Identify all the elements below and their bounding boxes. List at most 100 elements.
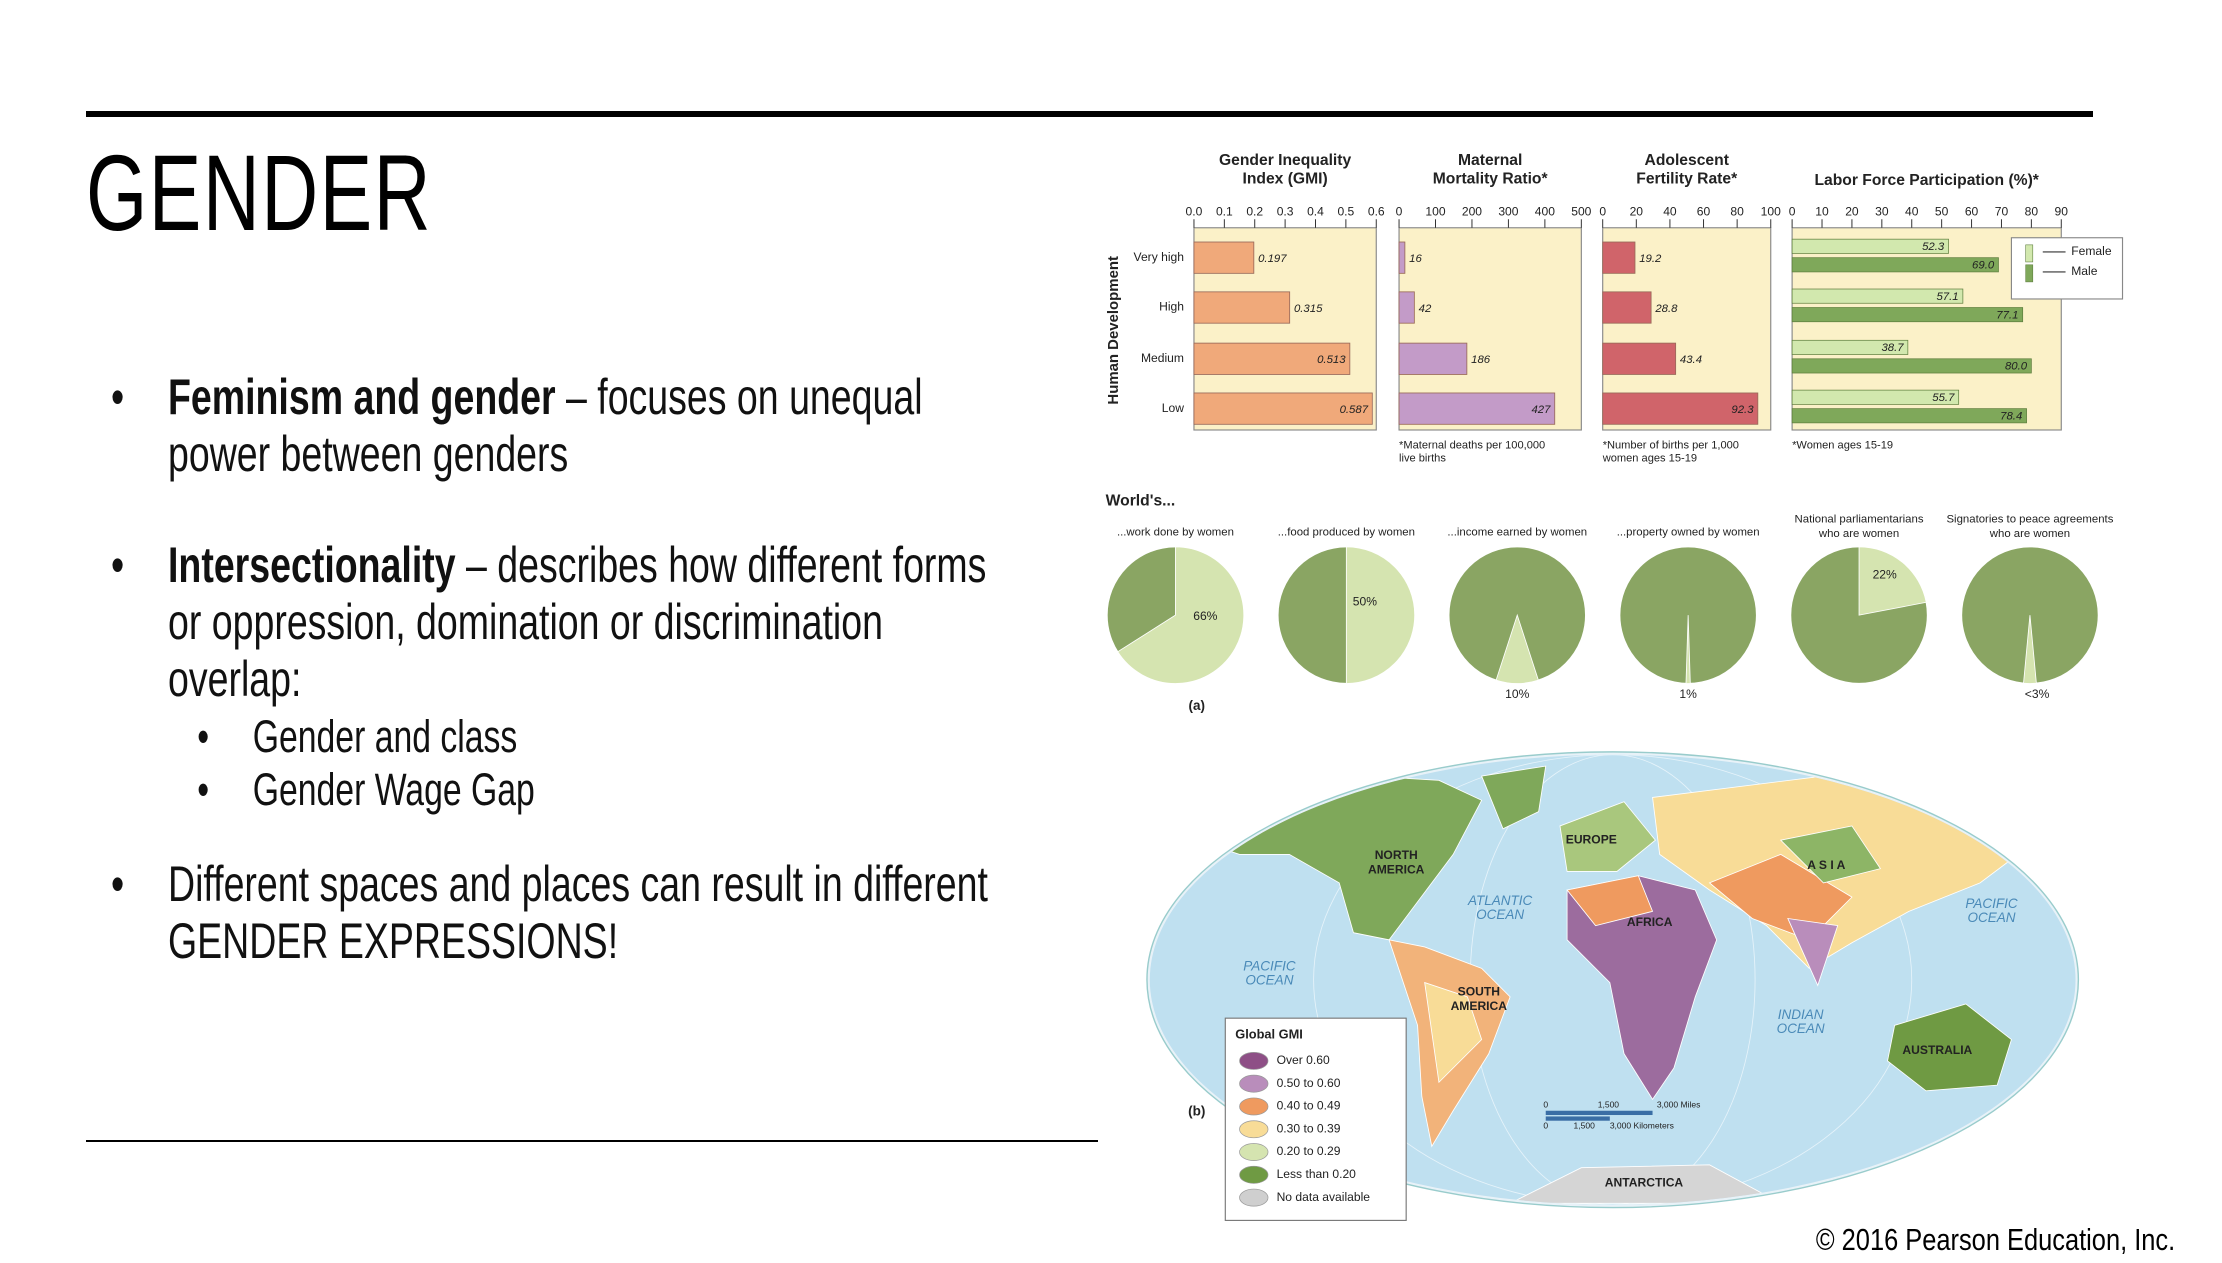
tick-label: 50 xyxy=(1935,204,1949,218)
copyright: © 2016 Pearson Education, Inc. xyxy=(1815,1222,2175,1257)
value-label: 57.1 xyxy=(1936,291,1958,303)
continent-label: AUSTRALIA xyxy=(1902,1043,1972,1057)
bullet-dot: • xyxy=(111,856,125,912)
scale-label: 1,500 xyxy=(1574,1121,1596,1131)
value-label: 80.0 xyxy=(2005,361,2028,373)
map-legend-swatch xyxy=(1239,1097,1269,1116)
land xyxy=(1566,875,1654,927)
bar xyxy=(1791,339,1909,355)
pie-slice xyxy=(1117,546,1245,684)
figure: Human Development Very high High Medium Low G… xyxy=(1105,152,2124,1221)
tick-label: 0.0 xyxy=(1186,204,1203,218)
panel-title: Mortality Ratio* xyxy=(1433,170,1549,187)
land xyxy=(1559,801,1656,872)
tick-label: 100 xyxy=(1425,204,1445,218)
tick-label: 40 xyxy=(1663,204,1677,218)
tick-label: 300 xyxy=(1498,204,1518,218)
tick-label: 10 xyxy=(1815,204,1829,218)
tick-label: 40 xyxy=(1905,204,1919,218)
tick-label: 0.6 xyxy=(1368,204,1385,218)
bar xyxy=(1602,241,1636,274)
tick-label: 0.3 xyxy=(1277,204,1294,218)
pie-slice xyxy=(2023,615,2037,684)
category-label: High xyxy=(1159,300,1184,314)
tick-label: 80 xyxy=(2025,204,2039,218)
value-label: 77.1 xyxy=(1996,309,2018,321)
tick-label: 90 xyxy=(2055,204,2069,218)
sub-bullet: • Gender and class xyxy=(168,710,1016,763)
legend-label: Male xyxy=(2071,264,2097,278)
scale-bar xyxy=(1545,1116,1610,1121)
slide-title: GENDER xyxy=(86,132,433,253)
scale-label: 0 xyxy=(1543,1121,1548,1131)
pie-slice xyxy=(1495,613,1539,684)
tick-label: 0.2 xyxy=(1246,204,1263,218)
value-label: 427 xyxy=(1531,404,1551,416)
value-label: 186 xyxy=(1471,354,1491,366)
scale-label: 3,000 Kilometers xyxy=(1610,1121,1674,1131)
pie-title: ...income earned by women xyxy=(1447,527,1587,539)
meridian xyxy=(1313,754,1913,1205)
bullet-term: Feminism and gender xyxy=(168,369,556,425)
value-label: 69.0 xyxy=(1972,260,1995,272)
ocean-label: PACIFIC xyxy=(1243,958,1296,973)
pie-slice xyxy=(1858,546,1927,616)
scale-label: 3,000 Miles xyxy=(1657,1099,1701,1109)
bar xyxy=(1791,307,2024,323)
pie-label: <3% xyxy=(2025,687,2050,701)
tick-label: 0 xyxy=(1599,204,1606,218)
map-legend-box xyxy=(1224,1017,1407,1221)
sub-text: Gender Wage Gap xyxy=(252,764,535,815)
map-legend-label: Over 0.60 xyxy=(1277,1053,1330,1067)
bar xyxy=(1193,291,1291,324)
bar xyxy=(1791,257,1999,273)
tick-label: 0 xyxy=(1396,204,1403,218)
category-label: Low xyxy=(1162,401,1184,415)
sub-bullet: • Gender Wage Gap xyxy=(168,763,1016,816)
map-legend-swatch xyxy=(1239,1143,1269,1161)
land xyxy=(1779,825,1882,884)
bar xyxy=(1398,241,1406,274)
legend-swatch xyxy=(2025,244,2034,263)
value-label: 0.513 xyxy=(1317,354,1346,366)
bottom-rule xyxy=(86,1140,1098,1142)
bullet: • Intersectionality – describes how diffe… xyxy=(111,537,1016,816)
tick-label: 20 xyxy=(1845,204,1859,218)
map-legend-label: 0.20 to 0.29 xyxy=(1277,1144,1341,1158)
panel-title: Gender Inequality xyxy=(1219,152,1352,169)
legend-label: Female xyxy=(2071,244,2112,258)
continent-label: EUROPE xyxy=(1566,832,1617,846)
bullet-term: Intersectionality xyxy=(168,537,456,593)
value-label: 0.197 xyxy=(1258,253,1287,265)
continent-label: AMERICA xyxy=(1451,999,1508,1013)
panel-title: Labor Force Participation (%)* xyxy=(1814,172,2039,189)
bullet-list: • Feminism and gender – focuses on unequa… xyxy=(111,369,1016,1024)
land xyxy=(1887,1003,2012,1092)
bullet: • Feminism and gender – focuses on unequa… xyxy=(111,369,1016,483)
value-label: 43.4 xyxy=(1680,354,1702,366)
ocean-label: OCEAN xyxy=(1476,907,1524,922)
tick-label: 0.5 xyxy=(1337,204,1354,218)
pie-label: 1% xyxy=(1679,687,1697,701)
value-label: 52.3 xyxy=(1922,241,1945,253)
bar xyxy=(1791,238,1949,254)
map-legend-label: No data available xyxy=(1277,1190,1371,1204)
scale-label: 0 xyxy=(1543,1099,1548,1109)
land xyxy=(1424,981,1483,1084)
value-label: 92.3 xyxy=(1731,404,1754,416)
value-label: 0.315 xyxy=(1294,303,1323,315)
pie-title: National parliamentarians xyxy=(1795,514,1924,526)
map-legend-label: Less than 0.20 xyxy=(1277,1167,1357,1181)
scale-label: 1,500 xyxy=(1598,1099,1620,1109)
tick-label: 200 xyxy=(1462,204,1482,218)
bullet-text: – describes how different forms or oppre… xyxy=(168,537,987,707)
tick-label: 20 xyxy=(1630,204,1644,218)
ocean-label: OCEAN xyxy=(1245,973,1293,988)
pie-label: 66% xyxy=(1193,609,1217,623)
pie-label: 22% xyxy=(1873,567,1897,581)
value-label: 78.4 xyxy=(2000,410,2022,422)
bullet: • Different spaces and places can result … xyxy=(111,856,1016,970)
bar xyxy=(1791,288,1964,304)
panel-title: Index (GMI) xyxy=(1242,170,1327,187)
